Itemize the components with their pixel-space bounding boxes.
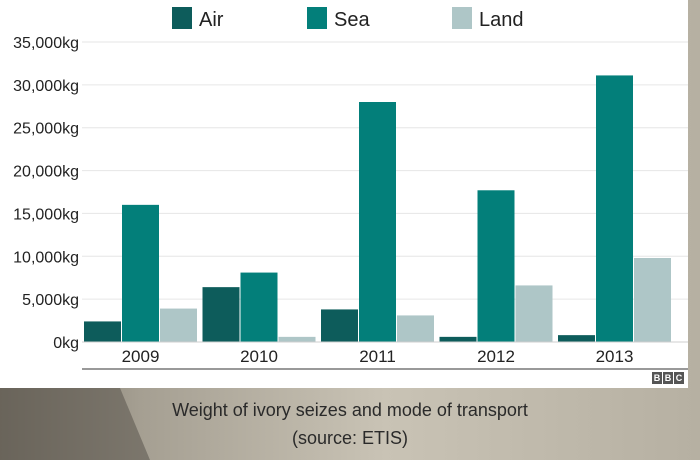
legend-swatch-sea bbox=[307, 7, 327, 29]
bar-air-2011 bbox=[321, 309, 358, 342]
y-tick-label: 0kg bbox=[53, 335, 79, 352]
legend-label-land: Land bbox=[479, 9, 524, 31]
bars bbox=[84, 75, 671, 342]
y-tick-label: 10,000kg bbox=[13, 249, 79, 266]
x-tick-label: 2013 bbox=[596, 347, 634, 366]
y-tick-label: 35,000kg bbox=[13, 35, 79, 52]
bar-air-2010 bbox=[202, 287, 240, 342]
bbc-logo-block: C bbox=[674, 372, 684, 384]
bar-sea-2011 bbox=[359, 102, 396, 342]
x-tick-label: 2011 bbox=[359, 347, 396, 366]
bar-sea-2013 bbox=[596, 75, 633, 342]
legend-label-sea: Sea bbox=[334, 9, 370, 31]
y-axis-ticks: 0kg 5,000kg 10,000kg 15,000kg 20,000kg 25,000… bbox=[13, 35, 79, 352]
x-tick-label: 2010 bbox=[240, 347, 278, 366]
legend-swatch-land bbox=[452, 7, 472, 29]
bbc-logo-block: B bbox=[652, 372, 662, 384]
bar-land-2010 bbox=[278, 336, 316, 342]
legend-swatch-air bbox=[172, 7, 192, 29]
bar-air-2009 bbox=[84, 321, 121, 342]
x-axis-ticks: 2009 2010 2011 2012 2013 bbox=[122, 347, 634, 366]
legend-label-air: Air bbox=[199, 9, 224, 31]
bar-air-2013 bbox=[558, 335, 595, 342]
bar-land-2011 bbox=[397, 315, 434, 342]
chart-panel: 0kg 5,000kg 10,000kg 15,000kg 20,000kg 25,000… bbox=[0, 0, 688, 388]
bbc-logo-block: B bbox=[663, 372, 673, 384]
bar-chart: 0kg 5,000kg 10,000kg 15,000kg 20,000kg 25,000… bbox=[13, 7, 688, 370]
bar-land-2009 bbox=[160, 308, 197, 342]
x-tick-label: 2012 bbox=[477, 347, 515, 366]
y-tick-label: 20,000kg bbox=[13, 164, 79, 181]
bar-air-2012 bbox=[439, 336, 477, 342]
bar-sea-2009 bbox=[122, 204, 159, 342]
legend: Air Sea Land bbox=[172, 7, 524, 31]
bar-sea-2012 bbox=[477, 190, 515, 342]
bar-land-2013 bbox=[634, 258, 671, 342]
y-tick-label: 30,000kg bbox=[13, 78, 79, 95]
bar-land-2012 bbox=[515, 285, 553, 342]
caption-source: (source: ETIS) bbox=[291, 428, 409, 448]
bar-sea-2010 bbox=[240, 272, 278, 342]
y-tick-label: 25,000kg bbox=[13, 121, 79, 138]
y-tick-label: 5,000kg bbox=[22, 292, 79, 309]
caption-title: Weight of ivory seizes and mode of trans… bbox=[172, 400, 528, 420]
caption: Weight of ivory seizes and mode of trans… bbox=[0, 396, 700, 452]
x-tick-label: 2009 bbox=[122, 347, 160, 366]
y-tick-label: 15,000kg bbox=[13, 206, 79, 223]
